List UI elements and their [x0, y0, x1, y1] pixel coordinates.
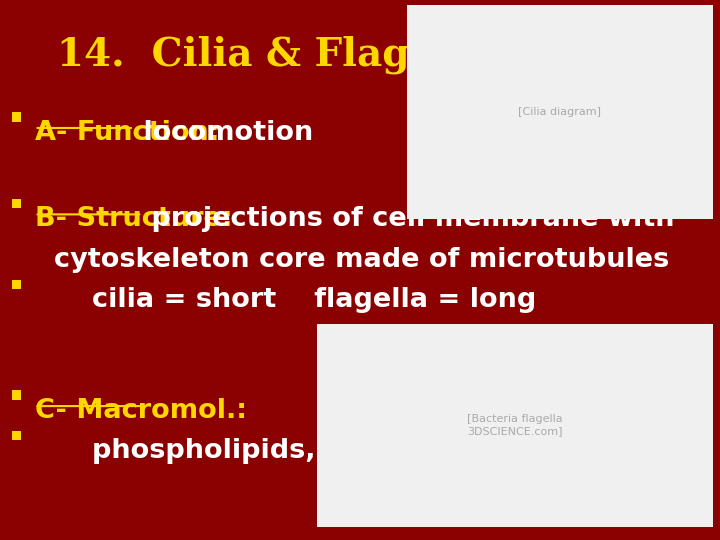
Text: projections of cell membrane with: projections of cell membrane with	[143, 206, 675, 232]
Bar	[407, 5, 713, 219]
Text: phospholipids, proteins: phospholipids, proteins	[35, 438, 452, 464]
Text: A- Function:: A- Function:	[35, 120, 219, 146]
Text: locomotion: locomotion	[134, 120, 313, 146]
Bar	[12, 431, 21, 440]
Bar	[12, 199, 21, 208]
Bar	[12, 280, 21, 289]
Text: [Bacteria flagella
3DSCIENCE.com]: [Bacteria flagella 3DSCIENCE.com]	[467, 415, 562, 436]
Text: cytoskeleton core made of microtubules: cytoskeleton core made of microtubules	[54, 247, 670, 273]
Bar	[12, 390, 21, 400]
Text: B- Structure:: B- Structure:	[35, 206, 232, 232]
Bar	[12, 112, 21, 122]
Text: [Cilia diagram]: [Cilia diagram]	[518, 107, 601, 117]
Bar	[317, 324, 713, 526]
Text: cilia = short    flagella = long: cilia = short flagella = long	[35, 287, 536, 313]
Text: 14.  Cilia & Flagella: 14. Cilia & Flagella	[58, 35, 490, 73]
Text: C- Macromol.:: C- Macromol.:	[35, 398, 246, 424]
